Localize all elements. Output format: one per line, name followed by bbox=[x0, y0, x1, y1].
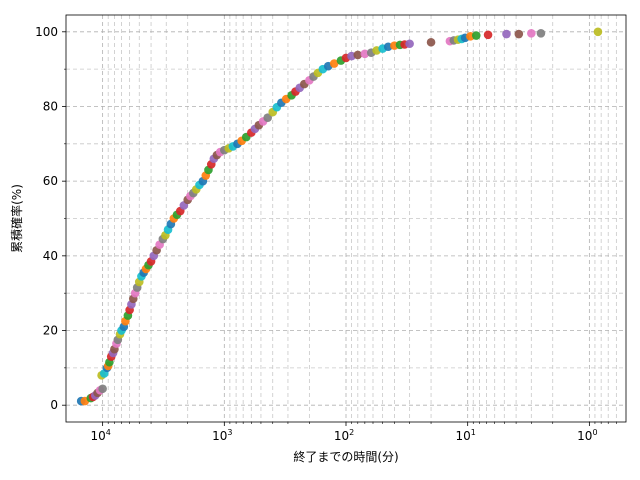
data-point bbox=[471, 31, 481, 40]
data-points bbox=[76, 27, 603, 406]
data-point bbox=[329, 59, 339, 68]
x-tick-label: 101 bbox=[455, 428, 475, 443]
data-point bbox=[536, 28, 546, 38]
data-point bbox=[360, 49, 370, 59]
y-tick-label: 100 bbox=[35, 25, 58, 39]
major-grid bbox=[66, 15, 626, 422]
y-tick-label: 20 bbox=[43, 324, 58, 338]
y-tick-label: 40 bbox=[43, 249, 58, 263]
axis-ticks: 104 103 102 101 100 0 20 40 60 80 100 bbox=[35, 25, 617, 443]
y-tick-label: 0 bbox=[50, 398, 58, 412]
x-tick-label: 100 bbox=[577, 428, 597, 443]
data-point bbox=[426, 37, 436, 47]
data-point bbox=[527, 28, 536, 38]
x-axis-label: 終了までの時間(分) bbox=[293, 449, 398, 464]
data-point bbox=[353, 50, 363, 60]
data-point bbox=[483, 30, 493, 40]
data-point bbox=[502, 29, 511, 39]
x-tick-label: 102 bbox=[334, 428, 354, 443]
x-tick-label: 104 bbox=[90, 428, 110, 443]
data-point bbox=[514, 29, 524, 39]
data-point bbox=[593, 27, 603, 37]
x-tick-label: 103 bbox=[212, 428, 232, 443]
y-axis-label: 累積確率(%) bbox=[9, 184, 24, 253]
data-point bbox=[98, 384, 107, 394]
y-tick-label: 60 bbox=[43, 174, 58, 188]
data-point bbox=[405, 39, 414, 49]
data-point bbox=[263, 113, 273, 122]
y-tick-label: 80 bbox=[43, 99, 58, 113]
